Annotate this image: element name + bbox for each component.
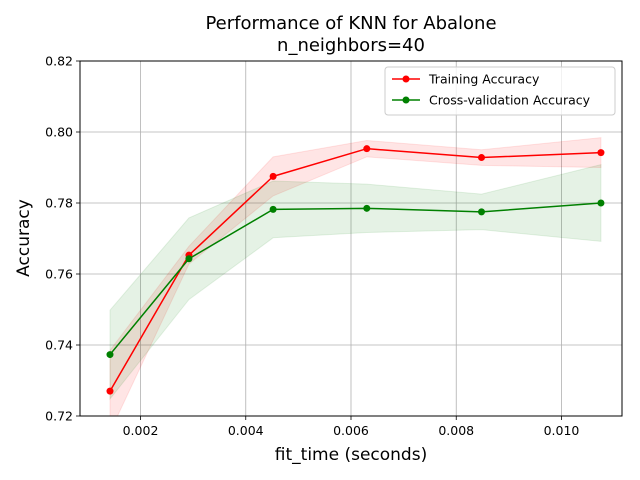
legend-box bbox=[384, 66, 616, 116]
data-point-training bbox=[597, 149, 605, 157]
y-tick-label: 0.80 bbox=[45, 125, 73, 140]
legend-label-cv: Cross-validation Accuracy bbox=[429, 93, 591, 108]
std-bands bbox=[109, 137, 602, 416]
series-line-training bbox=[109, 147, 601, 392]
data-point-training bbox=[269, 172, 277, 180]
series-lines bbox=[109, 147, 602, 392]
x-tick-label: 0.010 bbox=[544, 423, 580, 438]
data-point-training bbox=[106, 387, 114, 395]
series-points bbox=[106, 145, 605, 395]
data-point-training bbox=[478, 154, 486, 162]
data-point-cv bbox=[478, 208, 486, 216]
data-point-cv bbox=[185, 255, 193, 263]
y-tick-label: 0.82 bbox=[45, 54, 73, 69]
data-point-cv bbox=[363, 204, 371, 212]
x-axis-label: fit_time (seconds) bbox=[275, 445, 427, 465]
y-tick-label: 0.76 bbox=[45, 267, 73, 282]
x-axis-ticks: 0.002 0.004 0.006 0.008 0.010 bbox=[123, 416, 580, 438]
legend-marker-cv bbox=[402, 96, 410, 104]
data-point-cv bbox=[106, 351, 114, 359]
data-point-training bbox=[363, 145, 371, 153]
y-tick-label: 0.72 bbox=[45, 409, 73, 424]
y-tick-label: 0.74 bbox=[45, 338, 73, 353]
series-line-cv bbox=[109, 202, 602, 356]
std-band-training bbox=[109, 137, 602, 416]
legend-marker-training bbox=[402, 75, 410, 83]
x-tick-label: 0.008 bbox=[438, 423, 474, 438]
legend-label-training: Training Accuracy bbox=[428, 72, 540, 87]
legend: Training Accuracy Cross-validation Accur… bbox=[384, 66, 616, 116]
chart-subtitle: n_neighbors=40 bbox=[277, 35, 425, 56]
y-axis-ticks: 0.72 0.74 0.76 0.78 0.80 0.82 bbox=[45, 54, 80, 424]
x-tick-label: 0.006 bbox=[333, 423, 369, 438]
y-tick-label: 0.78 bbox=[45, 196, 73, 211]
chart-title: Performance of KNN for Abalone bbox=[205, 13, 496, 34]
data-point-cv bbox=[269, 205, 277, 213]
x-tick-label: 0.002 bbox=[123, 423, 159, 438]
y-axis-label: Accuracy bbox=[14, 199, 34, 277]
x-tick-label: 0.004 bbox=[228, 423, 264, 438]
std-band-cv bbox=[109, 164, 602, 401]
data-point-cv bbox=[597, 199, 605, 207]
